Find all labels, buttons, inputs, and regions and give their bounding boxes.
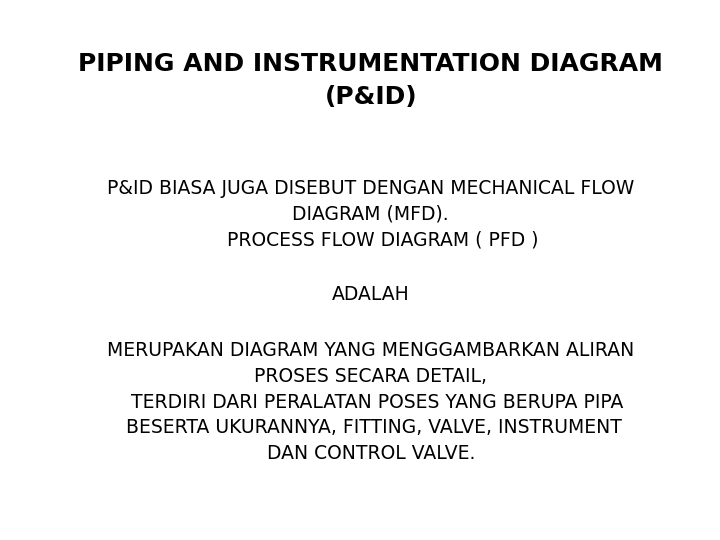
- Text: P&ID BIASA JUGA DISEBUT DENGAN MECHANICAL FLOW
DIAGRAM (MFD).
    PROCESS FLOW D: P&ID BIASA JUGA DISEBUT DENGAN MECHANICA…: [107, 179, 634, 249]
- Text: MERUPAKAN DIAGRAM YANG MENGGAMBARKAN ALIRAN
PROSES SECARA DETAIL,
  TERDIRI DARI: MERUPAKAN DIAGRAM YANG MENGGAMBARKAN ALI…: [107, 341, 634, 463]
- Text: ADALAH: ADALAH: [332, 285, 410, 304]
- Text: PIPING AND INSTRUMENTATION DIAGRAM
(P&ID): PIPING AND INSTRUMENTATION DIAGRAM (P&ID…: [78, 52, 663, 109]
